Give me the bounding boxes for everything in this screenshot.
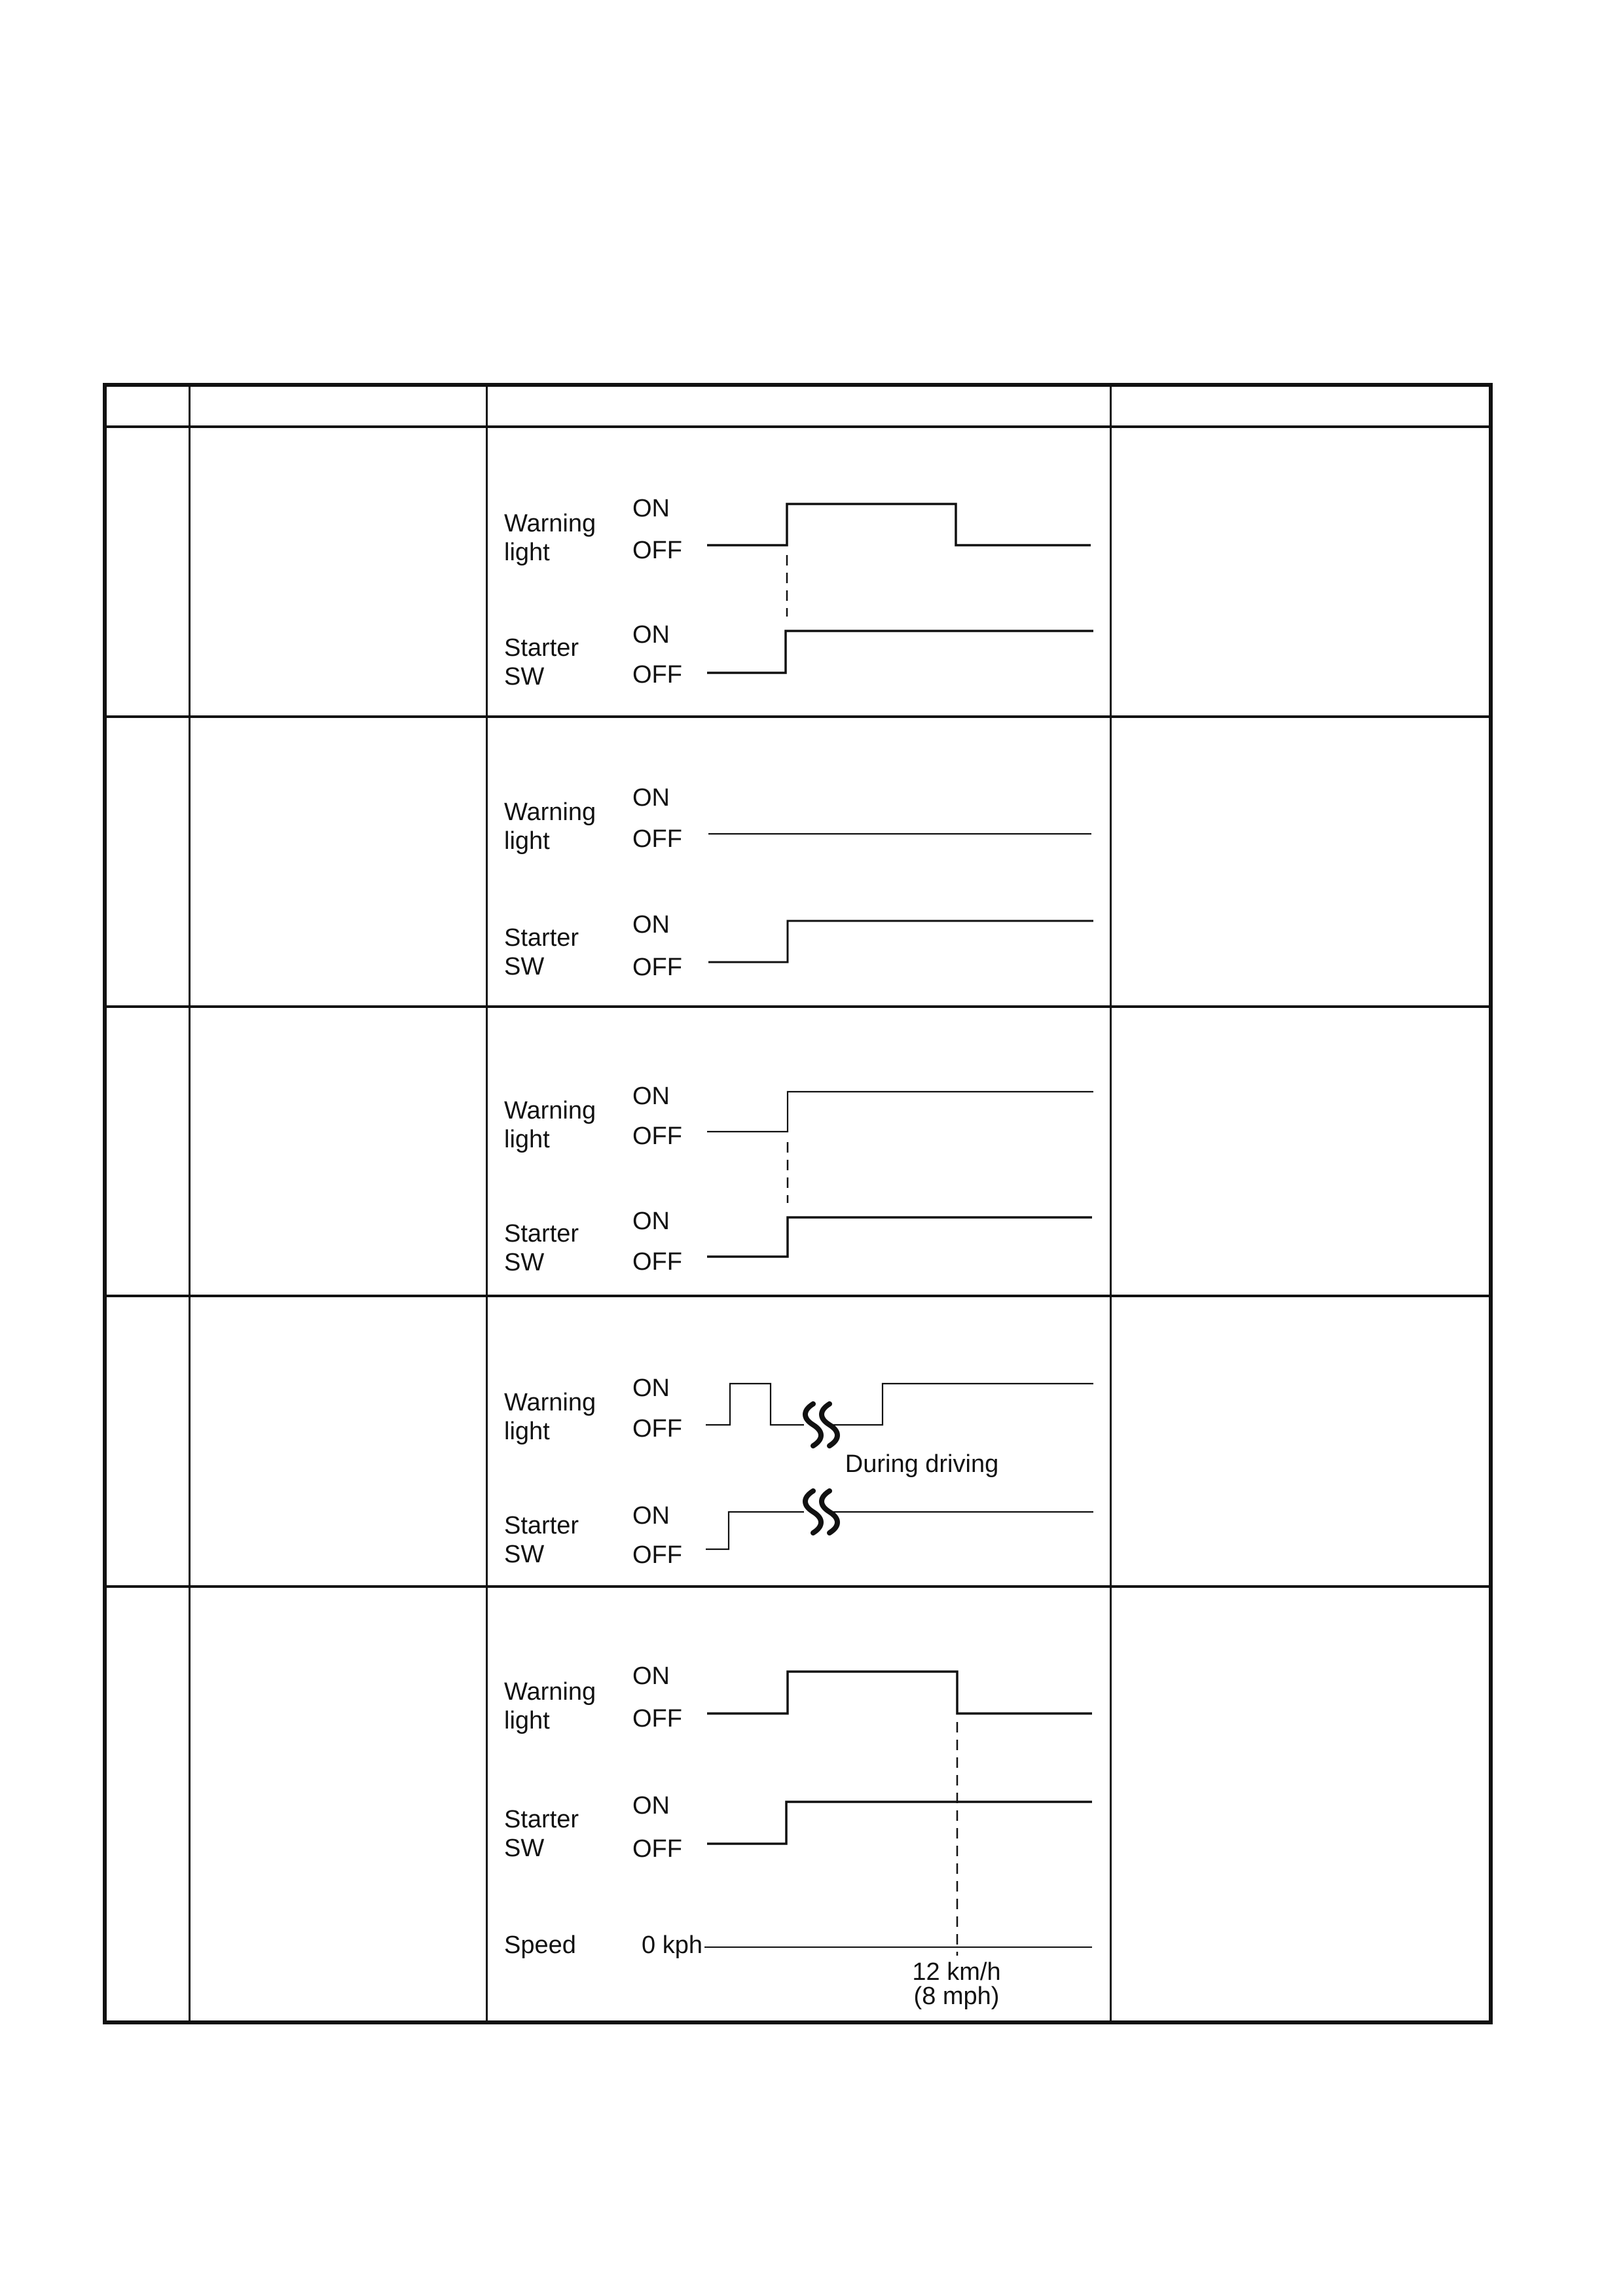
signal-name-label: light	[504, 827, 550, 855]
signal-name-label: Warning	[504, 1389, 596, 1416]
signal-state-label: ON	[632, 1208, 670, 1235]
signal-state-label: ON	[632, 1792, 670, 1820]
signal-name-label: Starter	[504, 634, 579, 662]
column-divider	[1110, 387, 1112, 2020]
signal-name-label: Starter	[504, 1512, 579, 1539]
signal-state-label: OFF	[632, 1122, 682, 1150]
signal-state-label: OFF	[632, 954, 682, 981]
row-divider	[107, 425, 1489, 428]
signal-name-label: light	[504, 1707, 550, 1734]
signal-state-label: ON	[632, 1502, 670, 1530]
signal-name-label: Warning	[504, 1097, 596, 1124]
signal-name-label: SW	[504, 1249, 545, 1276]
signal-name-label: Warning	[504, 798, 596, 826]
row-divider	[107, 1005, 1489, 1008]
signal-name-label: Starter	[504, 1220, 579, 1247]
signal-name-label: Starter	[504, 924, 579, 952]
signal-name-label: SW	[504, 663, 545, 691]
signal-state-label: OFF	[632, 1705, 682, 1732]
signal-name-label: SW	[504, 953, 545, 980]
row-divider	[107, 1295, 1489, 1297]
signal-name-label: Warning	[504, 1678, 596, 1706]
signal-state-label: OFF	[632, 825, 682, 853]
signal-name-label: light	[504, 539, 550, 566]
signal-state-label: ON	[632, 495, 670, 522]
signal-name-label: Speed	[504, 1931, 576, 1959]
signal-state-label: OFF	[632, 1835, 682, 1863]
signal-name-label: light	[504, 1418, 550, 1445]
signal-state-label: OFF	[632, 661, 682, 689]
signal-name-label: SW	[504, 1541, 545, 1568]
signal-state-label: ON	[632, 621, 670, 649]
signal-state-label: ON	[632, 1374, 670, 1402]
signal-state-label: OFF	[632, 1541, 682, 1569]
signal-name-label: Warning	[504, 510, 596, 537]
signal-state-label: ON	[632, 1662, 670, 1690]
signal-state-label: ON	[632, 784, 670, 812]
signal-state-label: 0 kph	[642, 1931, 702, 1959]
timing-diagram-table	[103, 383, 1493, 2024]
signal-state-label: ON	[632, 1083, 670, 1110]
signal-name-label: Starter	[504, 1806, 579, 1833]
signal-state-label: OFF	[632, 1415, 682, 1443]
signal-state-label: OFF	[632, 537, 682, 564]
annotation-label: 12 km/h	[912, 1958, 1001, 1986]
annotation-label: (8 mph)	[913, 1982, 1000, 2010]
signal-name-label: light	[504, 1126, 550, 1153]
column-divider	[189, 387, 191, 2020]
column-divider	[486, 387, 488, 2020]
row-divider	[107, 1585, 1489, 1588]
row-divider	[107, 715, 1489, 718]
signal-state-label: OFF	[632, 1248, 682, 1276]
signal-name-label: SW	[504, 1835, 545, 1862]
annotation-label: During driving	[845, 1450, 999, 1478]
signal-state-label: ON	[632, 911, 670, 939]
